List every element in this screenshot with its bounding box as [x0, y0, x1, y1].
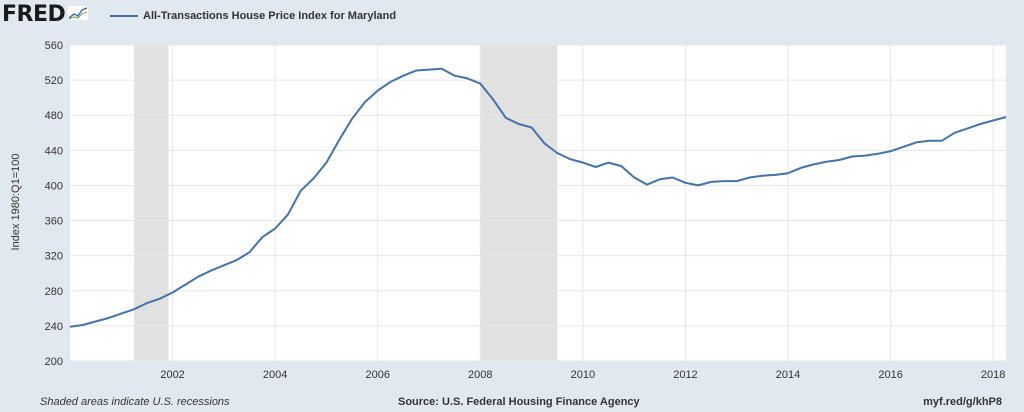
x-tick-label: 2014: [776, 369, 800, 381]
y-tick-label: 560: [45, 40, 63, 52]
fred-logo-text: FRED: [2, 2, 66, 27]
y-tick-label: 400: [45, 180, 63, 192]
y-tick-label: 440: [45, 145, 63, 157]
recession-band: [134, 45, 169, 361]
trend-line-icon: [66, 4, 90, 26]
y-tick-label: 360: [45, 216, 63, 228]
y-tick-label: 200: [45, 356, 63, 368]
y-tick-label: 280: [45, 286, 63, 298]
x-tick-label: 2010: [571, 369, 595, 381]
x-tick-label: 2006: [365, 369, 389, 381]
recession-note: Shaded areas indicate U.S. recessions: [40, 396, 230, 408]
y-tick-label: 520: [45, 75, 63, 87]
y-axis-title: Index 1980:Q1=100: [10, 154, 22, 251]
fred-logo[interactable]: FRED: [2, 2, 90, 27]
recession-band: [480, 45, 558, 361]
x-tick-label: 2018: [981, 369, 1005, 381]
y-tick-label: 240: [45, 321, 63, 333]
chart-header: FRED All-Transactions House Price Index …: [0, 0, 1024, 34]
x-tick-label: 2008: [468, 369, 492, 381]
x-tick-label: 2002: [160, 369, 184, 381]
x-tick-label: 2016: [878, 369, 902, 381]
x-tick-label: 2004: [263, 369, 287, 381]
chart-legend[interactable]: All-Transactions House Price Index for M…: [110, 10, 396, 22]
legend-label: All-Transactions House Price Index for M…: [143, 10, 397, 22]
x-tick-label: 2012: [673, 369, 697, 381]
y-tick-label: 480: [45, 110, 63, 122]
y-tick-label: 320: [45, 251, 63, 263]
source-credit: Source: U.S. Federal Housing Finance Age…: [398, 396, 640, 408]
short-url-link[interactable]: myf.red/g/khP8: [923, 396, 1002, 408]
series-line[interactable]: [69, 67, 1007, 328]
legend-swatch: [110, 15, 138, 17]
